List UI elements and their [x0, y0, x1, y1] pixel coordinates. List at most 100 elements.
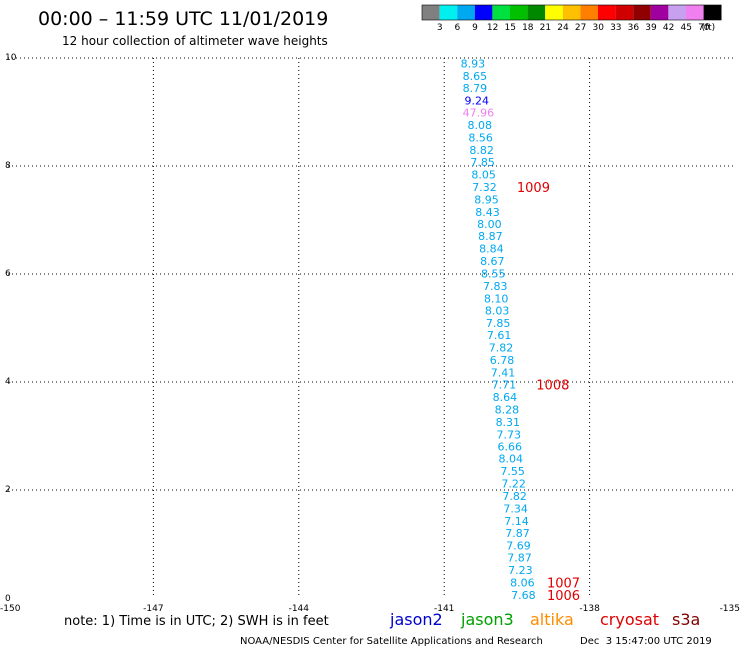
swh-value: 8.55 — [481, 267, 506, 280]
swh-value: 7.34 — [503, 502, 528, 515]
chart-subtitle: 12 hour collection of altimeter wave hei… — [62, 34, 328, 48]
legend-swatch — [703, 5, 722, 20]
swh-value: 7.85 — [486, 317, 511, 330]
swh-value: 7.73 — [497, 428, 522, 441]
swh-value: 8.00 — [477, 218, 502, 231]
satellite-s3a: s3a — [672, 610, 700, 629]
swh-labels: 8.938.658.799.2447.968.088.568.827.858.0… — [461, 57, 536, 601]
legend-label: 6 — [455, 23, 461, 33]
swh-value: 7.71 — [492, 379, 517, 392]
legend-label: 12 — [487, 23, 498, 33]
x-tick-label: -141 — [434, 604, 454, 614]
legend-label: 30 — [592, 23, 604, 33]
footer-credit: NOAA/NESDIS Center for Satellite Applica… — [240, 636, 543, 647]
swh-value: 9.24 — [465, 95, 490, 108]
legend-swatch — [598, 5, 616, 20]
legend-swatch — [562, 5, 581, 20]
swh-value: 7.23 — [508, 564, 533, 577]
legend-swatch — [686, 5, 704, 20]
satellite-legend: jason2 jason3 altika cryosat s3a — [389, 610, 700, 629]
legend-border — [421, 4, 722, 21]
legend-label: 21 — [540, 23, 551, 33]
legend-label: 39 — [645, 23, 657, 33]
swh-value: 7.85 — [470, 156, 495, 169]
legend-label: 3 — [437, 23, 443, 33]
legend-label: 36 — [628, 23, 640, 33]
x-axis: -150 -147 -144 -141 -138 -135 — [0, 604, 740, 614]
swh-value: 7.87 — [505, 527, 530, 540]
swh-value: 7.32 — [472, 181, 497, 194]
color-scale-legend: 3 6 9 12 15 18 21 24 27 30 33 36 39 42 45 70(ft) — [421, 4, 722, 33]
swh-value: 7.41 — [491, 366, 516, 379]
swh-value: 8.84 — [479, 243, 504, 256]
legend-label: (ft) — [702, 23, 716, 33]
x-tick-label: -138 — [579, 604, 600, 614]
legend-swatch — [422, 5, 440, 20]
swh-value: 8.04 — [498, 453, 523, 466]
swh-value: 7.55 — [500, 465, 525, 478]
x-tick-label: -147 — [143, 604, 163, 614]
swh-value: 7.82 — [489, 341, 513, 354]
swh-value: 8.82 — [469, 144, 494, 157]
y-tick-label: 0 — [5, 594, 11, 604]
legend-swatch — [439, 5, 458, 20]
swh-value: 7.14 — [504, 515, 529, 528]
swh-value: 7.22 — [501, 478, 525, 491]
swh-value: 7.68 — [511, 589, 535, 602]
swh-value: 8.08 — [467, 119, 492, 132]
swh-value: 8.06 — [510, 576, 534, 589]
swh-value: 7.87 — [507, 552, 532, 565]
swh-value: 8.95 — [474, 193, 499, 206]
pressure-value: 1008 — [536, 379, 569, 394]
swh-value: 8.65 — [463, 70, 488, 83]
swh-value: 8.79 — [463, 82, 488, 95]
swh-value: 8.05 — [471, 169, 496, 182]
legend-label: 15 — [504, 23, 515, 33]
swh-value: 6.78 — [490, 354, 515, 367]
chart-title: 00:00 – 11:59 UTC 11/01/2019 — [38, 8, 328, 30]
y-tick-label: 2 — [5, 485, 11, 495]
swh-value: 8.31 — [496, 416, 521, 429]
y-tick-label: 10 — [5, 53, 17, 63]
legend-swatch — [457, 5, 475, 20]
legend-label: 27 — [575, 23, 586, 33]
x-tick-label: -144 — [289, 604, 310, 614]
swh-value: 8.43 — [475, 206, 500, 219]
legend-swatch — [492, 5, 510, 20]
satellite-cryosat: cryosat — [600, 610, 659, 629]
legend-swatch — [633, 5, 651, 20]
legend-swatch — [615, 5, 634, 20]
y-tick-label: 6 — [5, 269, 11, 279]
pressure-value: 1007 — [547, 576, 580, 591]
legend-swatch — [668, 5, 686, 20]
legend-label: 9 — [472, 23, 478, 33]
satellite-jason3: jason3 — [460, 610, 514, 629]
swh-value: 8.56 — [468, 131, 493, 144]
swh-value: 8.28 — [495, 404, 520, 417]
swh-value: 8.10 — [484, 292, 509, 305]
pressure-value: 1006 — [547, 589, 580, 604]
legend-label: 24 — [557, 23, 569, 33]
grid — [8, 57, 735, 598]
legend-label: 70 — [698, 23, 710, 33]
legend-swatch — [510, 5, 528, 20]
footer-timestamp: Dec 3 15:47:00 UTC 2019 — [580, 636, 712, 647]
swh-value: 7.83 — [483, 280, 508, 293]
swh-value: 8.87 — [478, 230, 503, 243]
y-tick-label: 4 — [5, 377, 11, 387]
legend-label: 45 — [680, 23, 691, 33]
swh-value: 8.03 — [485, 305, 510, 318]
x-tick-label: -135 — [720, 604, 740, 614]
x-tick-label: -150 — [0, 604, 21, 614]
swh-value: 7.69 — [506, 540, 530, 553]
legend-label: 42 — [663, 23, 674, 33]
satellite-jason2: jason2 — [389, 610, 443, 629]
legend-label: 33 — [610, 23, 621, 33]
legend-label: 18 — [522, 23, 534, 33]
swh-value: 47.96 — [463, 107, 495, 120]
swh-value: 7.61 — [487, 329, 512, 342]
legend-swatch — [650, 5, 669, 20]
legend-swatch — [580, 5, 598, 20]
swh-value: 8.64 — [493, 391, 517, 404]
